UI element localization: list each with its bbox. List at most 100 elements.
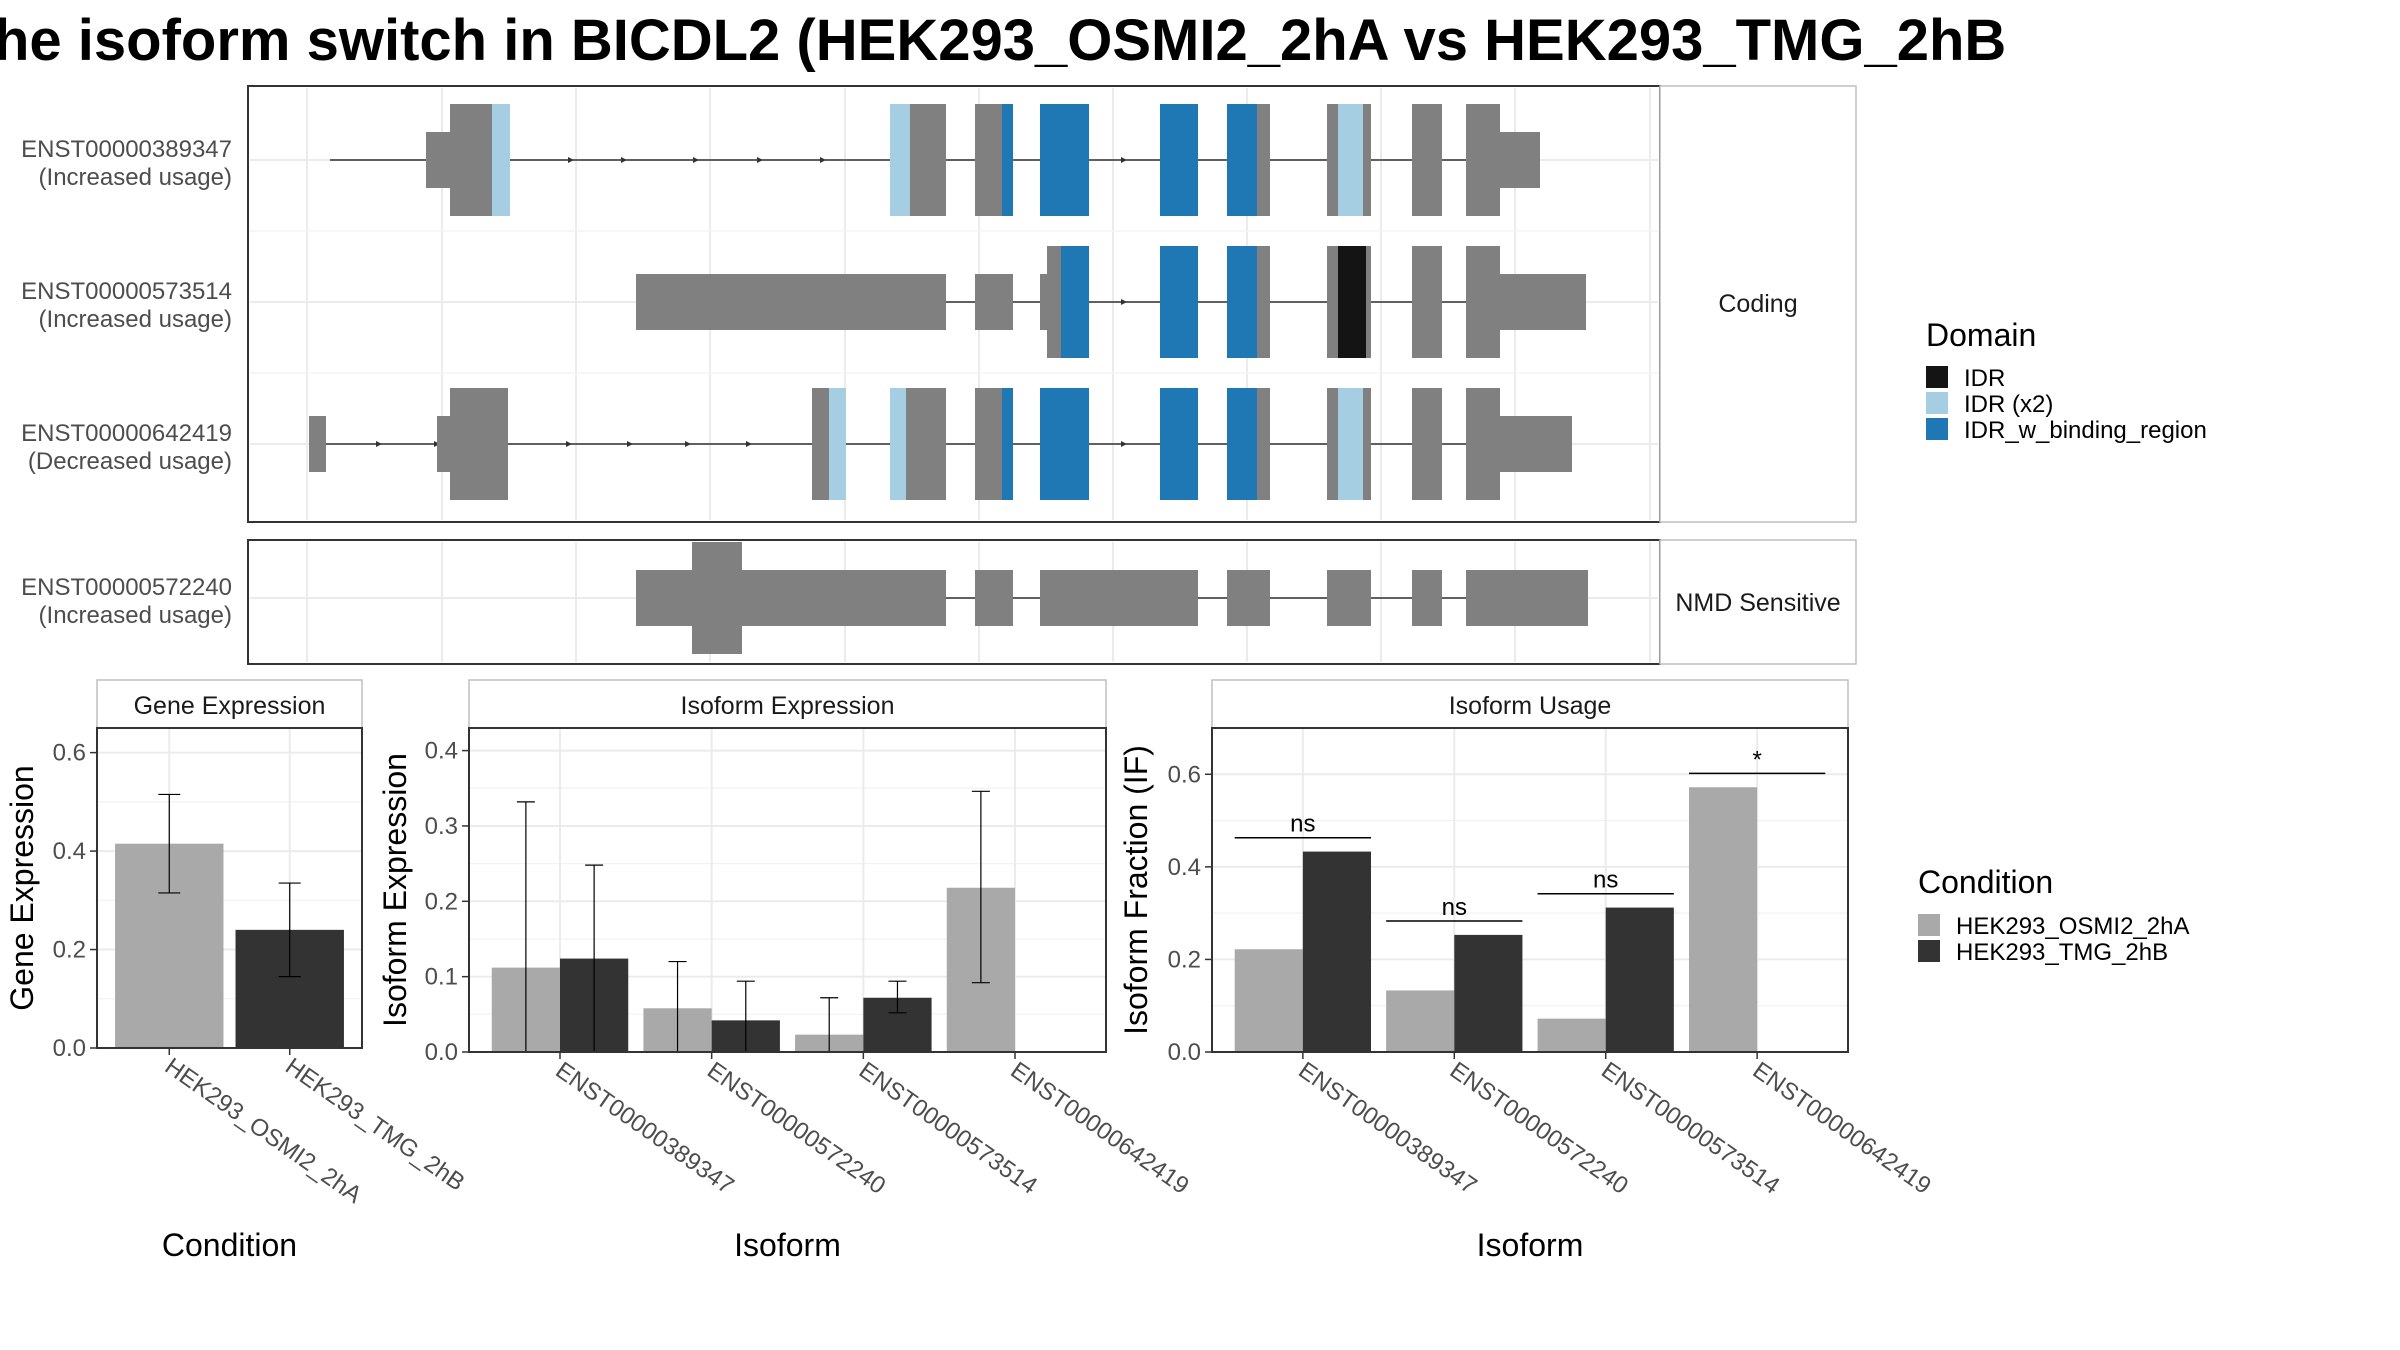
exon-block xyxy=(812,388,829,500)
domain-legend-title: Domain xyxy=(1926,317,2036,353)
legend-swatch-osmi2 xyxy=(1918,914,1940,936)
transcript-usage-label: (Increased usage) xyxy=(39,164,232,191)
y-tick-label: 0.6 xyxy=(1168,761,1201,788)
exon-block xyxy=(692,542,742,654)
intron-arrow xyxy=(746,441,752,447)
exon-block xyxy=(1412,104,1442,216)
y-tick-label: 0.6 xyxy=(53,740,86,767)
bar xyxy=(1386,990,1455,1052)
exon-block xyxy=(1227,104,1257,216)
exon-block xyxy=(1040,104,1089,216)
transcript-structure-panel: Coding NMD Sensitive ENST00000389347 (In… xyxy=(21,85,1857,665)
intron-arrow xyxy=(820,157,826,163)
nmd-strip xyxy=(1659,539,1857,665)
plot-frame xyxy=(1211,727,1849,1053)
y-axis-title: Gene Expression xyxy=(4,765,40,1010)
exon-block xyxy=(1327,570,1371,626)
exon-block xyxy=(450,104,492,216)
legend-swatch-idr xyxy=(1926,366,1948,388)
exon-block xyxy=(1466,246,1500,358)
exon-block xyxy=(1040,274,1047,330)
exon-block xyxy=(1257,388,1270,500)
panel-strip xyxy=(468,679,1107,729)
transcript-usage-label: (Increased usage) xyxy=(39,602,232,629)
exon-block xyxy=(975,570,1013,626)
nmd-panel-frame xyxy=(247,539,1661,665)
bar xyxy=(1537,1018,1606,1052)
transcript-usage-label: (Decreased usage) xyxy=(28,448,232,475)
intron-arrow xyxy=(627,441,633,447)
plot-frame xyxy=(96,727,363,1049)
exon-block xyxy=(1363,388,1371,500)
exon-block xyxy=(1327,388,1338,500)
y-tick-label: 0.4 xyxy=(1168,854,1201,881)
y-tick-label: 0.2 xyxy=(425,888,458,915)
intron-arrow xyxy=(1121,299,1127,305)
exon-block xyxy=(1061,246,1089,358)
intron-arrow xyxy=(568,157,574,163)
y-tick-label: 0.0 xyxy=(425,1039,458,1066)
exon-block xyxy=(1500,132,1540,188)
transcript-id-label: ENST00000572240 xyxy=(21,574,232,601)
legend-label: HEK293_TMG_2hB xyxy=(1956,939,2168,966)
significance-label: ns xyxy=(1290,811,1315,838)
intron-arrow xyxy=(685,441,691,447)
transcript-id-label: ENST00000642419 xyxy=(21,420,232,447)
bar xyxy=(1605,907,1674,1052)
transcript-usage-label: (Increased usage) xyxy=(39,306,232,333)
exon-block xyxy=(450,388,508,500)
transcript-id-label: ENST00000573514 xyxy=(21,278,232,305)
intron-arrow xyxy=(566,441,572,447)
exon-block xyxy=(1040,570,1198,626)
x-axis-title: Isoform xyxy=(1477,1227,1584,1263)
intron-arrow xyxy=(693,157,699,163)
legend-swatch-tmg xyxy=(1918,940,1940,962)
legend-swatch-idr-x2 xyxy=(1926,392,1948,414)
condition-legend-title: Condition xyxy=(1918,864,2053,900)
exon-block xyxy=(1363,104,1371,216)
exon-block xyxy=(1338,388,1363,500)
legend-label: IDR (x2) xyxy=(1964,391,2053,418)
y-tick-label: 0.4 xyxy=(53,838,86,865)
y-tick-label: 0.2 xyxy=(53,937,86,964)
exon-block xyxy=(890,388,906,500)
x-axis-title: Isoform xyxy=(734,1227,841,1263)
exon-block xyxy=(1338,104,1363,216)
plot-frame xyxy=(468,727,1107,1053)
exon-block xyxy=(1227,570,1270,626)
y-axis-title: Isoform Fraction (IF) xyxy=(1118,745,1154,1035)
y-tick-label: 0.4 xyxy=(425,738,458,765)
panel-strip xyxy=(96,679,363,729)
exon-block xyxy=(975,388,1002,500)
exon-block xyxy=(1160,246,1198,358)
exon-block xyxy=(1327,104,1338,216)
exon-block xyxy=(1002,104,1013,216)
isoform-usage-chart: Isoform Usagensnsns*0.00.20.40.6ENST0000… xyxy=(1118,679,1936,1263)
bar xyxy=(1302,851,1371,1052)
coding-strip xyxy=(1659,85,1857,523)
legend-label: IDR_w_binding_region xyxy=(1964,417,2207,444)
exon-block xyxy=(1047,246,1061,358)
condition-legend: Condition HEK293_OSMI2_2hA HEK293_TMG_2h… xyxy=(1918,864,2189,966)
isoform-expression-chart: Isoform Expression0.00.10.20.30.4ENST000… xyxy=(377,679,1194,1263)
exon-block xyxy=(492,104,510,216)
coding-strip-label: Coding xyxy=(1718,290,1797,318)
significance-label: ns xyxy=(1442,894,1467,921)
exon-block xyxy=(636,274,946,330)
exon-block xyxy=(1412,570,1442,626)
exon-block xyxy=(975,274,1013,330)
exon-block xyxy=(1227,388,1257,500)
exon-block xyxy=(1257,246,1270,358)
exon-block xyxy=(1366,246,1371,358)
y-tick-label: 0.0 xyxy=(53,1035,86,1062)
domain-legend: Domain IDR IDR (x2) IDR_w_binding_region xyxy=(1926,317,2207,444)
panel-strip-title: Isoform Usage xyxy=(1449,692,1612,720)
y-tick-label: 0.2 xyxy=(1168,946,1201,973)
y-axis-title: Isoform Expression xyxy=(377,753,413,1027)
nmd-strip-label: NMD Sensitive xyxy=(1675,589,1840,617)
exon-block xyxy=(1257,104,1270,216)
exon-block xyxy=(1160,388,1198,500)
y-tick-label: 0.0 xyxy=(1168,1039,1201,1066)
exon-block xyxy=(309,416,326,472)
